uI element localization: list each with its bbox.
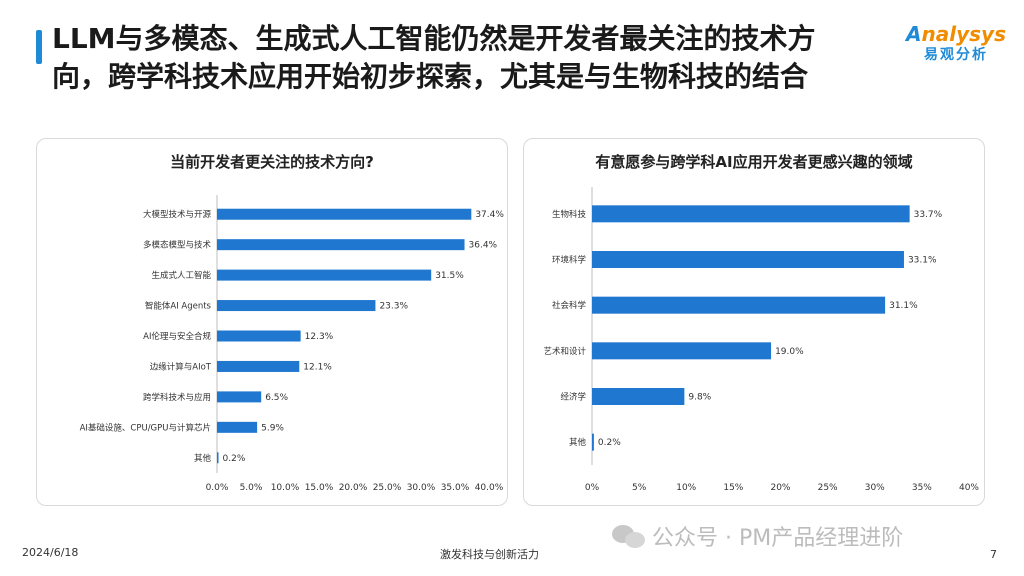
x-tick-label: 25.0% <box>373 483 402 493</box>
watermark-text: 公众号 · PM产品经理进阶 <box>652 526 904 551</box>
chart-interdisciplinary: 生物科技 33.7% 环境科学 33.1% 社会科学 31.1% 艺术和设计 19.0% 经济学… <box>543 187 979 493</box>
data-label: 33.7% <box>914 210 943 220</box>
bar <box>217 360 300 372</box>
data-label: 31.1% <box>889 301 918 311</box>
data-label: 19.0% <box>775 347 804 357</box>
chart-tech-focus: 大模型技术与开源 37.4% 多模态模型与技术 36.4% 生成式人工智能 31.5% 智能… <box>80 195 504 493</box>
x-tick-label: 40.0% <box>475 483 504 493</box>
x-tick-label: 35% <box>912 483 932 493</box>
title-line-1: LLM与多模态、生成式人工智能仍然是开发者最关注的技术方 <box>52 22 816 55</box>
x-tick-label: 15.0% <box>305 483 334 493</box>
data-label: 33.1% <box>908 256 937 266</box>
data-label: 12.3% <box>305 332 334 342</box>
bar <box>217 239 465 251</box>
x-tick-label: 0.0% <box>206 483 229 493</box>
x-tick-label: 25% <box>818 483 838 493</box>
bar <box>217 421 258 433</box>
chart-panel-interdisciplinary: 有意愿参与跨学科AI应用开发者更感兴趣的领域 生物科技 33.7% 环境科学 33.1… <box>523 138 985 506</box>
chart-title: 当前开发者更关注的技术方向? <box>170 153 374 171</box>
bar <box>592 388 685 405</box>
category-label: 环境科学 <box>552 255 587 266</box>
data-label: 23.3% <box>379 302 408 312</box>
wechat-icon <box>612 523 646 549</box>
footer-date: 2024/6/18 <box>22 546 79 559</box>
category-label: AI伦理与安全合规 <box>143 331 211 342</box>
data-label: 6.5% <box>265 393 288 403</box>
data-label: 12.1% <box>303 362 332 372</box>
bar <box>217 391 262 403</box>
x-tick-label: 20.0% <box>339 483 368 493</box>
analysys-logo: Analysys 易观分析 <box>906 22 1006 64</box>
logo-chinese: 易观分析 <box>924 47 988 63</box>
footer-center-text: 激发科技与创新活力 <box>440 548 539 561</box>
category-label: 其他 <box>569 437 587 448</box>
logo-english-text: nalysys <box>921 22 1006 46</box>
bar <box>217 300 376 312</box>
title-accent-bar <box>36 30 42 64</box>
data-label: 31.5% <box>435 271 464 281</box>
page-title: LLM与多模态、生成式人工智能仍然是开发者最关注的技术方 向，跨学科技术应用开始… <box>52 20 872 96</box>
page-number: 7 <box>990 548 997 561</box>
category-label: 大模型技术与开源 <box>143 209 212 220</box>
category-label: 其他 <box>194 453 212 464</box>
bar <box>217 452 219 464</box>
category-label: 经济学 <box>560 392 586 403</box>
category-label: 生成式人工智能 <box>151 270 211 281</box>
x-tick-label: 15% <box>723 483 743 493</box>
logo-prefix: A <box>906 22 922 46</box>
bar <box>217 269 432 281</box>
bar <box>592 251 904 268</box>
data-label: 5.9% <box>261 423 284 433</box>
category-label: AI基础设施、CPU/GPU与计算芯片 <box>80 422 211 433</box>
category-label: 智能体AI Agents <box>145 301 212 312</box>
category-label: 跨学科技术与应用 <box>143 392 211 403</box>
category-label: 边缘计算与AIoT <box>150 361 212 372</box>
x-tick-label: 30.0% <box>407 483 436 493</box>
data-label: 9.8% <box>688 393 711 403</box>
x-tick-label: 10.0% <box>271 483 300 493</box>
x-tick-label: 0% <box>585 483 600 493</box>
x-tick-label: 5.0% <box>240 483 263 493</box>
chart-title: 有意愿参与跨学科AI应用开发者更感兴趣的领域 <box>595 153 913 171</box>
title-line-2: 向，跨学科技术应用开始初步探索，尤其是与生物科技的结合 <box>52 60 809 93</box>
bar <box>592 296 886 314</box>
data-label: 0.2% <box>598 438 621 448</box>
x-tick-label: 30% <box>865 483 885 493</box>
bar <box>217 330 301 342</box>
category-label: 生物科技 <box>552 209 587 220</box>
x-tick-label: 35.0% <box>441 483 470 493</box>
bar <box>592 342 772 360</box>
bar <box>592 205 910 223</box>
x-tick-label: 5% <box>632 483 647 493</box>
bar <box>217 208 472 220</box>
category-label: 社会科学 <box>552 300 587 311</box>
chart-panel-tech-focus: 当前开发者更关注的技术方向? 大模型技术与开源 37.4% 多模态模型与技术 36.4… <box>36 138 508 506</box>
data-label: 36.4% <box>469 241 498 251</box>
watermark: 公众号 · PM产品经理进阶 <box>612 520 903 552</box>
category-label: 艺术和设计 <box>543 346 586 357</box>
logo-english: Analysys <box>906 22 1006 46</box>
x-tick-label: 40% <box>959 483 979 493</box>
data-label: 37.4% <box>475 210 504 220</box>
x-tick-label: 10% <box>676 483 696 493</box>
bar <box>592 433 594 451</box>
x-tick-label: 20% <box>770 483 790 493</box>
data-label: 0.2% <box>223 454 246 464</box>
category-label: 多模态模型与技术 <box>143 240 212 251</box>
